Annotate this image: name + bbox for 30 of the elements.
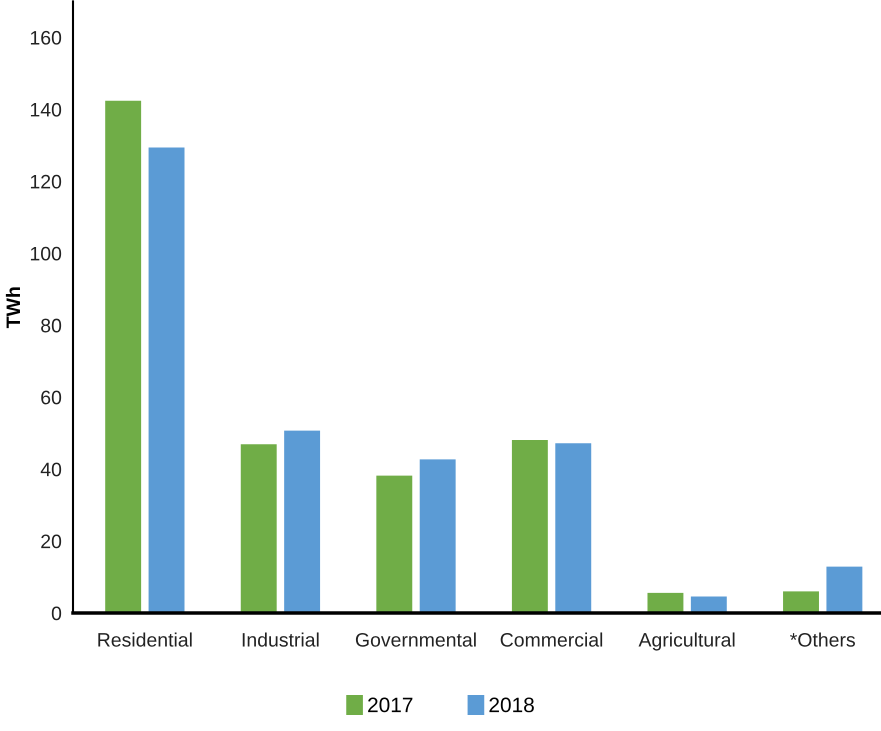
bar bbox=[284, 430, 320, 613]
x-tick-label: Agricultural bbox=[638, 632, 734, 651]
y-tick-label: 0 bbox=[52, 606, 62, 620]
y-tick-label: 100 bbox=[30, 246, 62, 261]
x-tick-label: Industrial bbox=[242, 632, 319, 647]
y-tick-label: 80 bbox=[41, 318, 62, 332]
bar bbox=[690, 596, 727, 613]
bar bbox=[555, 443, 592, 613]
legend-label: 2017 bbox=[368, 698, 412, 712]
y-tick-label: 40 bbox=[40, 462, 62, 476]
bar bbox=[647, 592, 684, 613]
y-tick-label: 120 bbox=[30, 174, 62, 189]
legend-label: 2018 bbox=[489, 698, 534, 712]
y-tick-label: 60 bbox=[41, 390, 62, 404]
bar bbox=[105, 100, 142, 613]
bar bbox=[376, 476, 412, 613]
bar bbox=[240, 444, 277, 613]
x-tick-label: Governmental bbox=[356, 632, 476, 647]
y-tick-label: 140 bbox=[30, 102, 62, 117]
bar bbox=[148, 148, 185, 613]
bar bbox=[420, 459, 456, 613]
x-tick-label: Commercial bbox=[500, 632, 602, 647]
bar bbox=[826, 566, 862, 613]
y-tick-label: 20 bbox=[41, 534, 62, 548]
bar bbox=[512, 440, 548, 613]
y-tick-label: 160 bbox=[30, 30, 62, 45]
bar bbox=[783, 591, 819, 613]
x-tick-label: Residential bbox=[98, 632, 192, 647]
y-axis-title: TWh bbox=[6, 287, 20, 328]
x-tick-label: *Others bbox=[790, 632, 855, 647]
